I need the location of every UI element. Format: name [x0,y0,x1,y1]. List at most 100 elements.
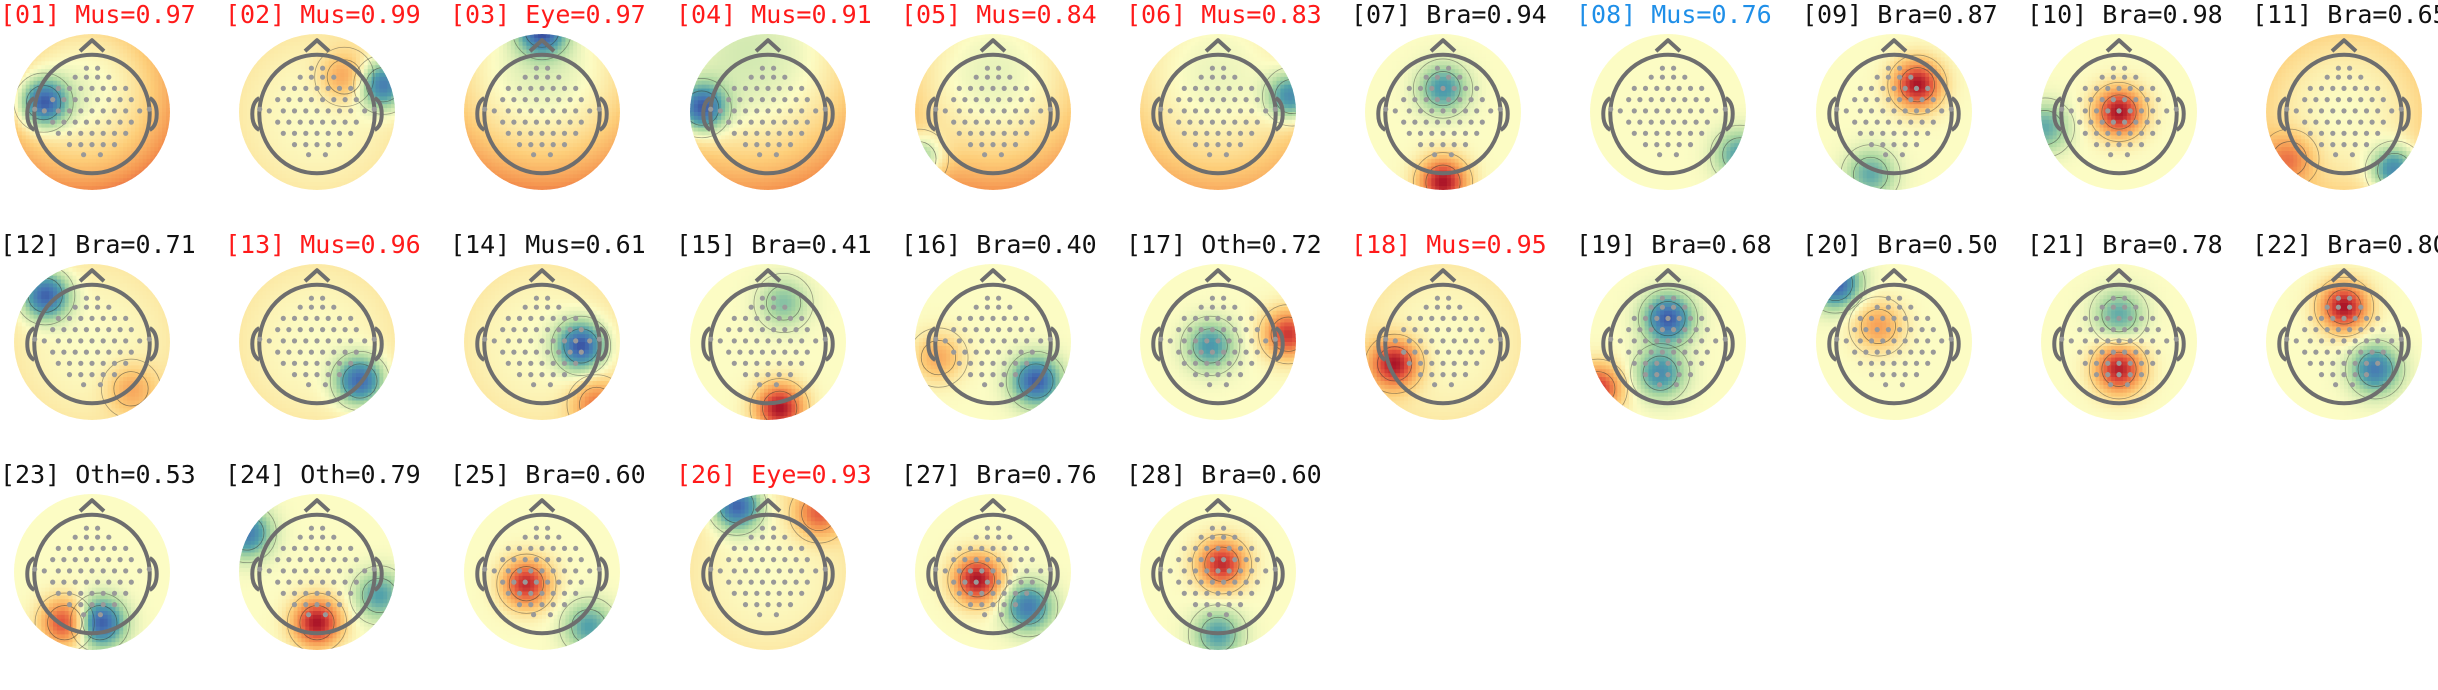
sensor-dot [320,75,325,80]
sensor-dot [1176,580,1181,585]
sensor-dot [348,361,353,366]
sensor-dot [528,591,533,596]
sensor-dot [1193,372,1198,377]
sensor-dot [1682,120,1687,125]
sensor-dot [106,305,111,310]
sensor-dot [500,97,505,102]
component-label: [28] Bra=0.60 [1126,460,1322,490]
sensor-dot [2122,75,2127,80]
sensor-dot [123,131,128,136]
sensor-dot [528,338,533,343]
sensor-dot [1469,120,1474,125]
sensor-dot [298,97,303,102]
sensor-dot [1869,361,1874,366]
sensor-dot [985,75,990,80]
sensor-dot [562,546,567,551]
sensor-dot [61,327,66,332]
sensor-dot [968,546,973,551]
sensor-dot [1013,602,1018,607]
sensor-dot [2077,350,2082,355]
sensor-dot [1238,568,1243,573]
sensor-dot [2341,108,2346,113]
sensor-dot [1227,338,1232,343]
sensor-dot [1457,327,1462,332]
sensor-dot [2133,327,2138,332]
field-heatmap [1590,34,1754,191]
sensor-dot [348,316,353,321]
sensor-dot [314,372,319,377]
sensor-dot [2139,338,2144,343]
sensor-dot [1699,361,1704,366]
sensor-dot [1925,131,1930,136]
sensor-dot [1908,350,1913,355]
sensor-dot [2336,350,2341,355]
sensor-dot [343,580,348,585]
sensor-dot [996,557,1001,562]
sensor-dot [1210,526,1215,531]
sensor-dot [1412,97,1417,102]
sensor-dot [73,580,78,585]
sensor-dot [718,108,723,113]
sensor-dot [1187,327,1192,332]
sensor-dot [500,557,505,562]
sensor-dot [1024,86,1029,91]
sensor-dot [1215,108,1220,113]
component-label: [03] Eye=0.97 [450,0,646,30]
sensor-dot [1914,361,1919,366]
sensor-dot [73,350,78,355]
sensor-dot [788,372,793,377]
sensor-dot [1626,327,1631,332]
sensor-dot [303,568,308,573]
sensor-dot [823,337,828,342]
sensor-dot [101,361,106,366]
sensor-dot [1925,361,1930,366]
sensor-dot [112,568,117,573]
sensor-dot [106,580,111,585]
sensor-dot [539,591,544,596]
sensor-dot [562,86,567,91]
sensor-dot [1182,108,1187,113]
sensor-dot [1498,107,1503,112]
sensor-dot [551,546,556,551]
sensor-dot [1244,350,1249,355]
sensor-dot [1891,316,1896,321]
sensor-dot [1435,97,1440,102]
sensor-dot [990,591,995,596]
sensor-dot [1654,361,1659,366]
sensor-dot [1204,372,1209,377]
sensor-dot [1429,142,1434,147]
sensor-dot [1412,327,1417,332]
scalp-topomap [1584,32,1754,202]
sensor-dot [968,591,973,596]
sensor-dot [1674,382,1679,387]
sensor-dot [1908,327,1913,332]
sensor-dot [1852,350,1857,355]
sensor-dot [1424,75,1429,80]
sensor-dot [73,305,78,310]
sensor-dot [1210,120,1215,125]
sensor-dot [32,107,37,112]
sensor-dot [539,361,544,366]
sensor-dot [1643,316,1648,321]
sensor-dot [101,316,106,321]
component-label: [07] Bra=0.94 [1351,0,1547,30]
sensor-dot [1897,120,1902,125]
sensor-dot [979,568,984,573]
sensor-dot [354,557,359,562]
sensor-dot [1210,580,1215,585]
sensor-dot [2156,97,2161,102]
sensor-dot [2353,131,2358,136]
component-label: [16] Bra=0.40 [901,230,1097,260]
sensor-dot [67,108,72,113]
sensor-dot [101,591,106,596]
sensor-dot [372,337,377,342]
sensor-dot [1858,131,1863,136]
sensor-dot [1858,108,1863,113]
sensor-dot [1013,316,1018,321]
sensor-dot [568,350,573,355]
sensor-dot [123,568,128,573]
sensor-dot [112,316,117,321]
sensor-dot [1249,591,1254,596]
sensor-dot [314,86,319,91]
sensor-dot [1649,327,1654,332]
